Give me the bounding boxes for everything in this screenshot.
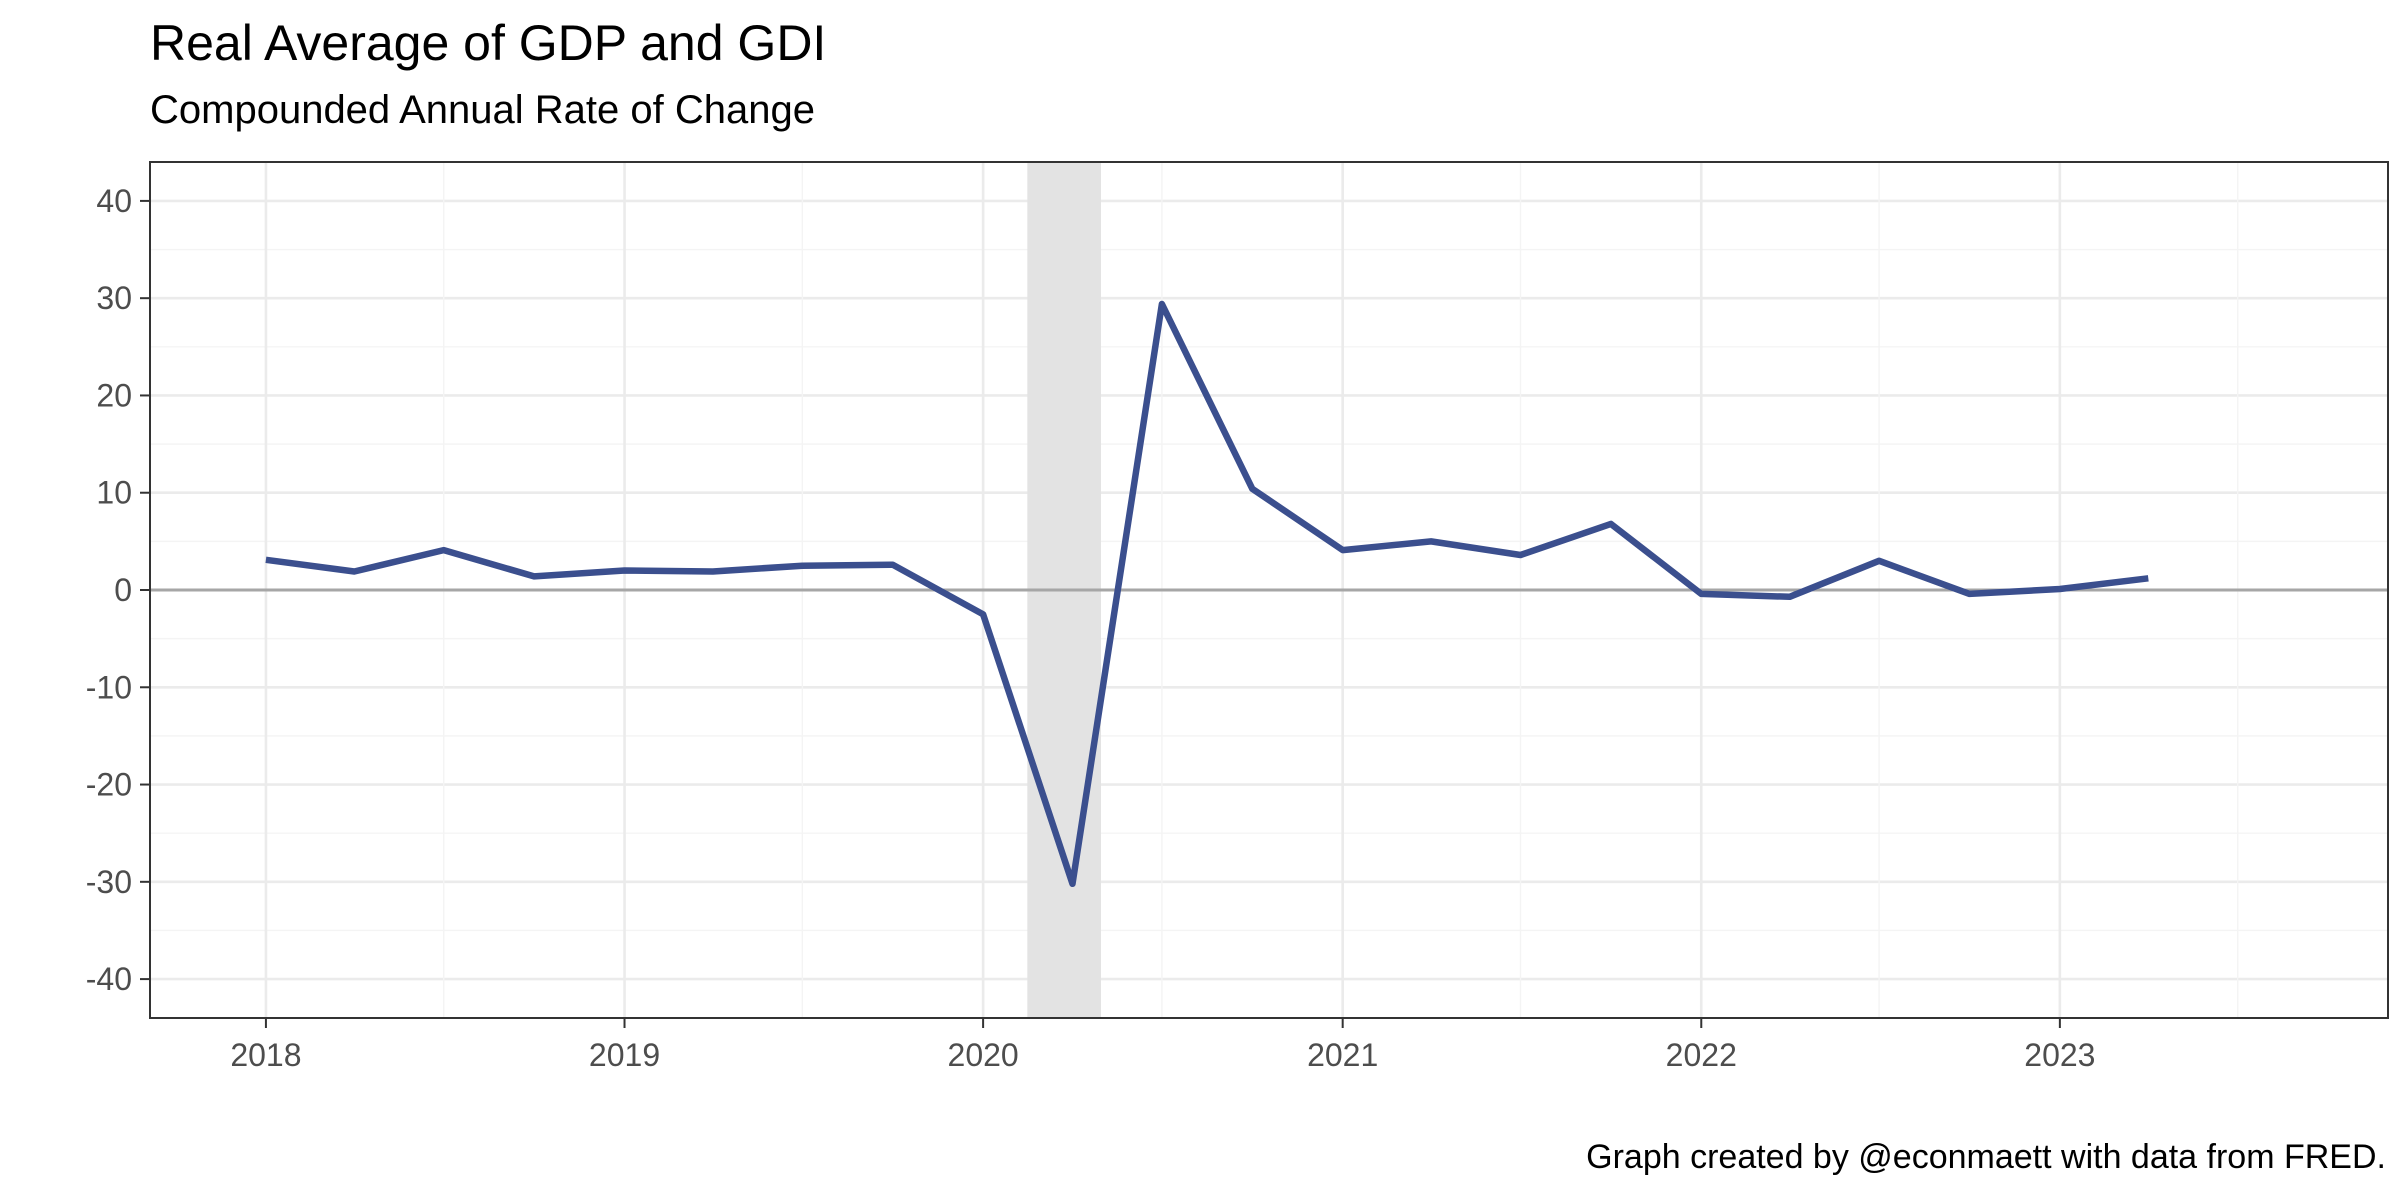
x-tick-label: 2019 xyxy=(589,1037,660,1073)
x-tick-label: 2022 xyxy=(1666,1037,1737,1073)
y-tick-label: 10 xyxy=(96,475,132,511)
y-tick-label: -10 xyxy=(86,669,132,705)
y-tick-label: -40 xyxy=(86,961,132,997)
x-tick-label: 2021 xyxy=(1307,1037,1378,1073)
chart-subtitle: Compounded Annual Rate of Change xyxy=(150,88,815,132)
x-tick-label: 2018 xyxy=(230,1037,301,1073)
grid-lines xyxy=(150,162,2388,1018)
x-axis: 2018 2019 2020 2021 2022 2023 xyxy=(230,1018,2095,1073)
y-axis: 40 30 20 10 0 -10 -20 -30 -40 xyxy=(86,183,150,997)
y-tick-label: -30 xyxy=(86,864,132,900)
y-tick-label: 30 xyxy=(96,280,132,316)
x-tick-label: 2023 xyxy=(2024,1037,2095,1073)
y-tick-label: 40 xyxy=(96,183,132,219)
x-tick-label: 2020 xyxy=(948,1037,1019,1073)
chart-title: Real Average of GDP and GDI xyxy=(150,15,827,71)
y-tick-label: 0 xyxy=(114,572,132,608)
series-layer xyxy=(265,300,2149,888)
chart-caption: Graph created by @econmaett with data fr… xyxy=(1586,1138,2386,1176)
y-tick-label: 20 xyxy=(96,377,132,413)
y-tick-label: -20 xyxy=(86,767,132,803)
series-line xyxy=(265,300,2149,888)
